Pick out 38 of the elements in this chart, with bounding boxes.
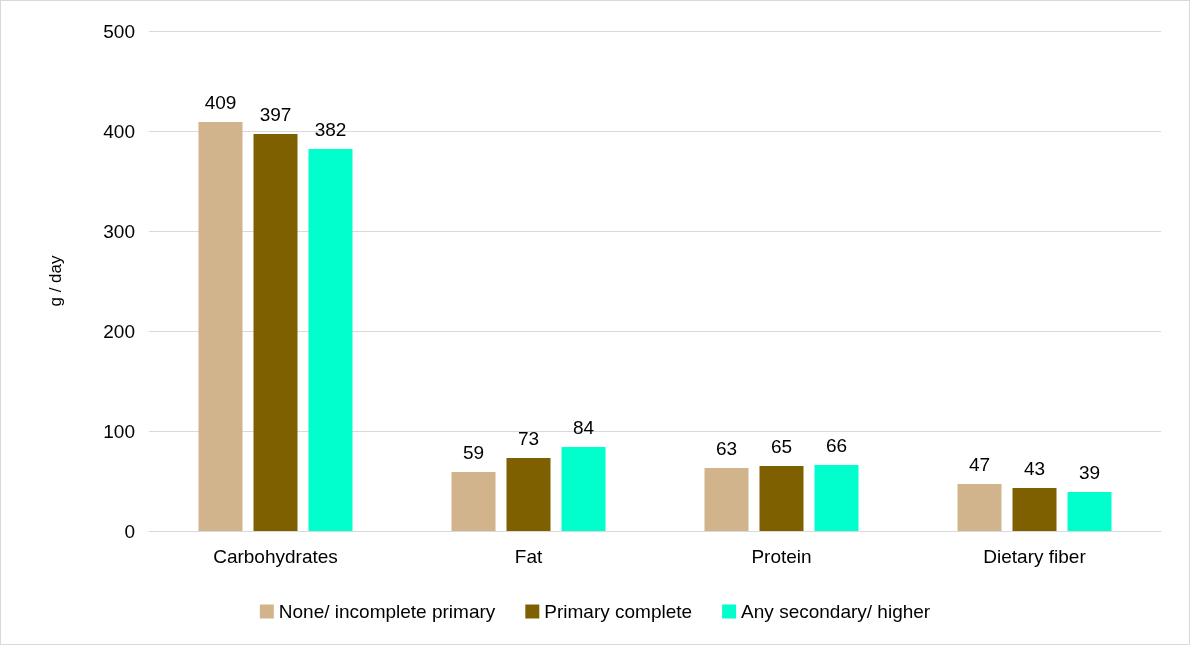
- data-label: 65: [770, 436, 793, 457]
- bar: [814, 465, 859, 531]
- x-tick-label: Dietary fiber: [983, 546, 1087, 567]
- y-tick-label: 200: [103, 320, 135, 342]
- y-tick-label: 300: [103, 220, 135, 242]
- y-tick-label: 500: [103, 20, 135, 42]
- y-tick-label: 400: [103, 120, 135, 142]
- y-tick-label: 100: [103, 420, 135, 442]
- data-label: 63: [715, 438, 738, 459]
- data-label: 382: [314, 119, 347, 140]
- bar: [957, 484, 1002, 531]
- bar: [704, 468, 749, 531]
- legend-label: Any secondary/ higher: [741, 601, 931, 622]
- bar: [308, 149, 353, 531]
- data-label: 59: [462, 442, 485, 463]
- y-tick-label: 0: [124, 520, 135, 542]
- x-tick-label: Fat: [514, 546, 543, 567]
- data-label: 43: [1023, 458, 1046, 479]
- data-label: 397: [259, 104, 292, 125]
- bar: [451, 472, 496, 531]
- bar: [1067, 492, 1112, 531]
- data-label: 73: [517, 428, 540, 449]
- data-label: 47: [968, 454, 991, 475]
- data-label: 39: [1078, 462, 1101, 483]
- legend-label: None/ incomplete primary: [278, 601, 496, 622]
- bar: [561, 447, 606, 531]
- y-axis-title: g / day: [46, 254, 65, 307]
- bar: [759, 466, 804, 531]
- data-label: 66: [825, 435, 848, 456]
- bar: [1012, 488, 1057, 531]
- bar: [506, 458, 551, 531]
- data-label: 84: [572, 417, 595, 438]
- x-tick-label: Carbohydrates: [213, 546, 338, 567]
- bar: [253, 134, 298, 531]
- bar: [198, 122, 243, 531]
- legend-label: Primary complete: [544, 601, 693, 622]
- data-label: 409: [204, 92, 237, 113]
- x-tick-label: Protein: [751, 546, 812, 567]
